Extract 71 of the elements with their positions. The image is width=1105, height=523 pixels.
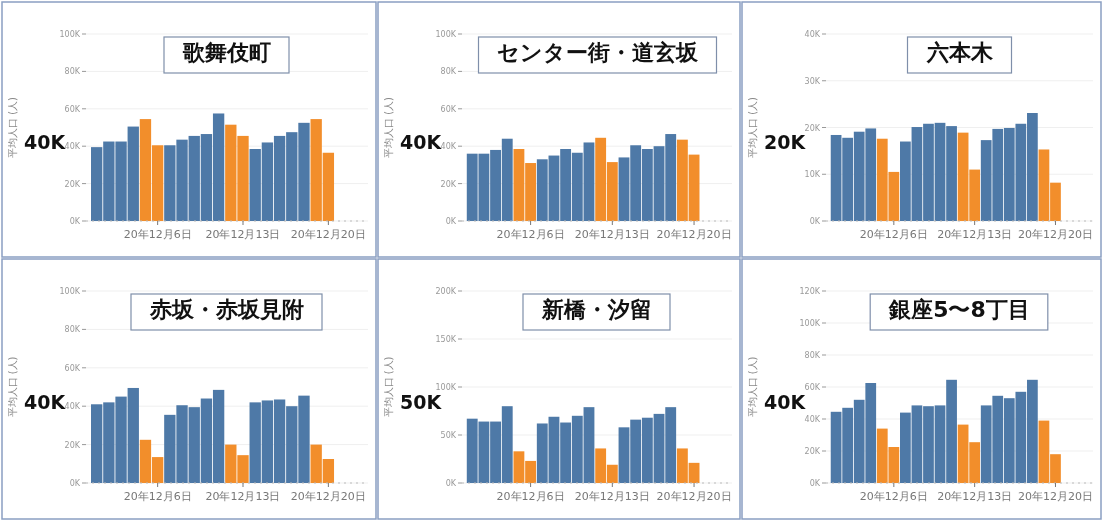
x-tick-label: 20年12月6日: [496, 490, 565, 503]
y-tick-label: 20K: [804, 123, 821, 133]
x-tick-label: 20年12月20日: [1017, 228, 1093, 241]
y-tick-label: 20K: [440, 179, 457, 189]
x-tick-label: 20年12月6日: [123, 228, 192, 241]
x-tick-label: 20年12月6日: [859, 490, 928, 503]
x-tick-label: 20年12月20日: [290, 490, 366, 503]
y-tick-label: 20K: [804, 447, 821, 456]
y-tick-label: 0K: [445, 479, 457, 488]
text: 20K: [764, 131, 807, 154]
x-tick-label: 20年12月6日: [123, 490, 192, 503]
text: 50K: [400, 391, 443, 414]
y-tick-label: 40K: [804, 30, 821, 39]
y-axis-title: 平均人口 (人): [7, 96, 18, 158]
y-tick-label: 0K: [809, 217, 821, 226]
y-tick-label: 0K: [445, 217, 457, 226]
y-tick-label: 60K: [64, 104, 81, 114]
text: 40K: [400, 131, 443, 154]
y-tick-label: 20K: [64, 179, 81, 189]
y-axis-title: 平均人口 (人): [747, 356, 758, 418]
y-tick-label: 40K: [804, 415, 821, 424]
y-tick-label: 100K: [435, 30, 457, 39]
y-tick-label: 100K: [799, 319, 821, 328]
y-tick-label: 80K: [64, 67, 81, 77]
y-axis-title: 平均人口 (人): [383, 356, 394, 418]
y-tick-label: 20K: [64, 440, 81, 450]
x-tick-label: 20年12月13日: [937, 490, 1013, 503]
y-tick-label: 100K: [59, 30, 81, 39]
y-tick-label: 40K: [64, 402, 81, 412]
x-tick-label: 20年12月13日: [574, 228, 650, 241]
y-tick-label: 80K: [440, 67, 457, 77]
text: 40K: [24, 391, 67, 414]
y-tick-label: 10K: [804, 170, 821, 180]
chart-title: 歌舞伎町: [182, 40, 271, 65]
chart-title: 六本木: [925, 40, 994, 65]
x-tick-label: 20年12月20日: [656, 228, 732, 241]
chart-title: 新橋・汐留: [541, 297, 652, 322]
y-tick-label: 100K: [435, 383, 457, 392]
y-axis-title: 平均人口 (人): [383, 96, 394, 158]
y-tick-label: 100K: [59, 287, 81, 296]
y-tick-label: 30K: [804, 76, 821, 86]
y-axis-title: 平均人口 (人): [747, 96, 758, 158]
y-tick-label: 60K: [64, 363, 81, 373]
y-tick-label: 150K: [435, 335, 457, 344]
text: 40K: [764, 391, 807, 414]
y-axis-title: 平均人口 (人): [7, 356, 18, 418]
y-tick-label: 0K: [69, 217, 81, 226]
x-tick-label: 20年12月6日: [859, 228, 928, 241]
x-tick-label: 20年12月20日: [656, 490, 732, 503]
chart-title: 銀座5〜8丁目: [888, 297, 1030, 322]
y-tick-label: 60K: [804, 383, 821, 392]
y-tick-label: 40K: [64, 142, 81, 152]
y-tick-label: 50K: [440, 431, 457, 440]
y-tick-label: 80K: [804, 351, 821, 360]
x-tick-label: 20年12月20日: [290, 228, 366, 241]
x-tick-label: 20年12月13日: [205, 228, 281, 241]
y-tick-label: 60K: [440, 104, 457, 114]
y-tick-label: 200K: [435, 287, 457, 296]
x-tick-label: 20年12月6日: [496, 228, 565, 241]
text: 40K: [24, 131, 67, 154]
chart-title: 赤坂・赤坂見附: [149, 297, 304, 322]
x-tick-label: 20年12月20日: [1017, 490, 1093, 503]
x-tick-label: 20年12月13日: [205, 490, 281, 503]
y-tick-label: 120K: [799, 287, 821, 296]
y-tick-label: 0K: [809, 479, 821, 488]
x-tick-label: 20年12月13日: [574, 490, 650, 503]
y-tick-label: 0K: [69, 479, 81, 488]
chart-title: センター街・道玄坂: [496, 40, 699, 65]
y-tick-label: 40K: [440, 142, 457, 152]
x-tick-label: 20年12月13日: [937, 228, 1013, 241]
y-tick-label: 80K: [64, 325, 81, 335]
